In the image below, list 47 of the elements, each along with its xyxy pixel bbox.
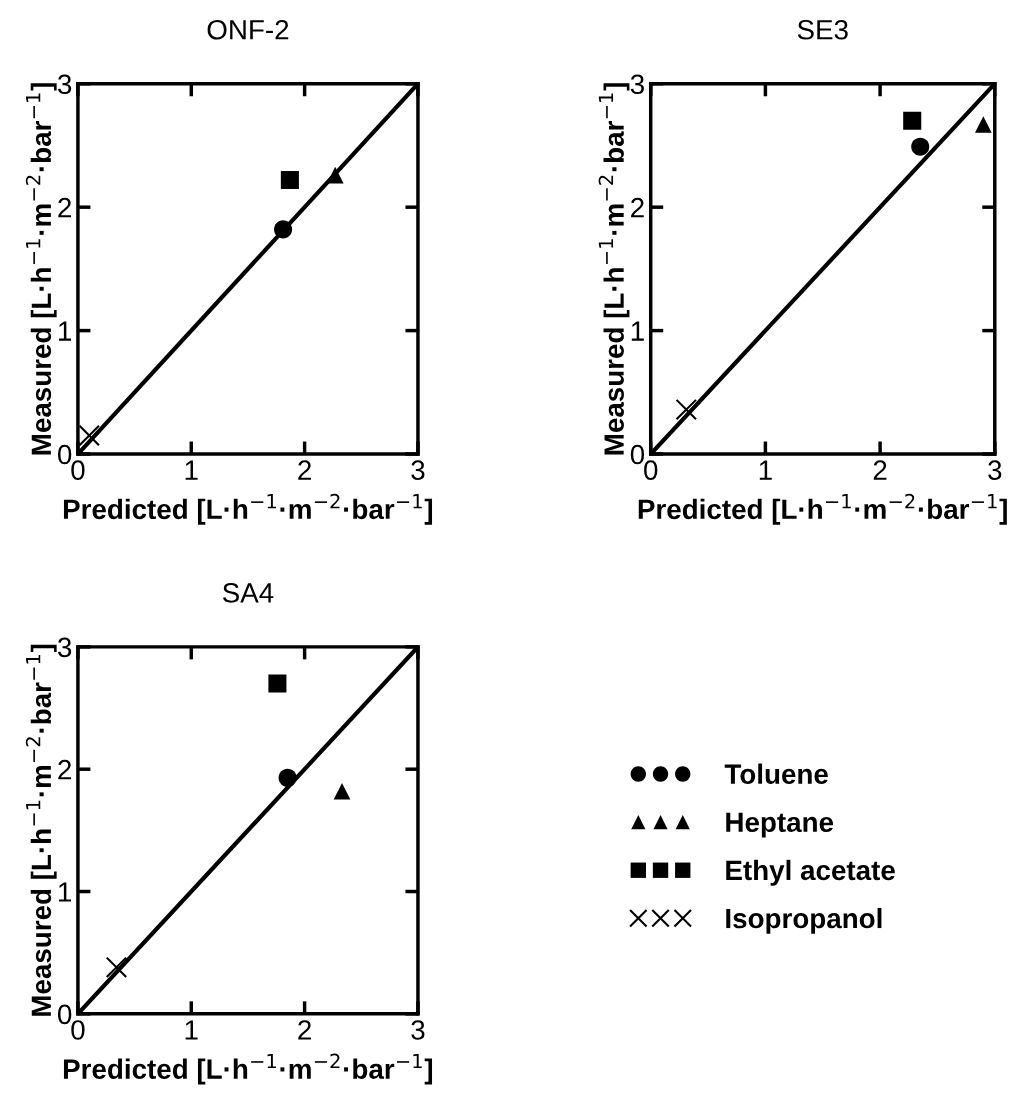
point (974, 116, 992, 133)
y-tick-label: 1 (631, 321, 644, 341)
point (78, 424, 101, 447)
y-tick-label: 3 (57, 637, 72, 658)
x-axis-title: Predicted [L·h$^{−1}$·m$^{−2}$·bar$^{−1}$] (63, 1053, 433, 1085)
point (105, 956, 128, 979)
x-tick-label: 1 (185, 460, 198, 480)
y-tick-label: 2 (631, 197, 644, 218)
legend-label: Toluene (724, 763, 828, 784)
point (911, 137, 930, 156)
chart-title: SE3 (797, 19, 848, 40)
x-tick-label: 3 (411, 1020, 425, 1040)
y-tick-label: 1 (59, 882, 72, 902)
x-tick-label: 1 (759, 460, 772, 480)
point (280, 170, 299, 190)
y-tick-label: 0 (630, 444, 645, 465)
x-tick-label: 3 (988, 460, 1002, 480)
point (268, 674, 287, 693)
y-tick-label: 3 (630, 74, 644, 95)
legend-label: Ethyl acetate (726, 859, 895, 886)
y-tick-label: 0 (58, 1004, 72, 1025)
y-tick-label: 0 (58, 444, 72, 465)
x-tick-label: 2 (298, 460, 311, 480)
point (903, 111, 922, 130)
point (278, 768, 297, 787)
x-tick-label: 1 (185, 1020, 198, 1040)
point (333, 782, 351, 800)
point (274, 220, 293, 239)
point (326, 166, 344, 184)
legend-label: Heptane (726, 812, 834, 838)
y-axis-title: Measured [L·h$^{−1}$·m$^{−2}$·bar$^{−1}$] (25, 644, 57, 1016)
y-axis-title: Measured [L·h$^{−1}$·m$^{−2}$·bar$^{−1}$] (598, 83, 630, 455)
x-tick-label: 0 (644, 460, 658, 480)
x-tick-label: 3 (411, 460, 425, 480)
y-axis-title: Measured [L·h$^{−1}$·m$^{−2}$·bar$^{−1}$] (25, 83, 57, 455)
y-tick-label: 2 (58, 197, 71, 218)
chart-title: SA4 (222, 583, 274, 603)
legend-label: Isopropanol (726, 907, 882, 934)
x-tick-label: 2 (873, 460, 887, 480)
x-axis-title: Predicted [L·h$^{−1}$·m$^{−2}$·bar$^{−1}$] (638, 493, 1007, 525)
x-axis-title: Predicted [L·h$^{−1}$·m$^{−2}$·bar$^{−1}$] (63, 493, 433, 525)
y-tick-label: 1 (59, 321, 72, 341)
y-tick-label: 3 (57, 74, 72, 95)
chart-title: ONF-2 (207, 19, 289, 40)
x-tick-label: 2 (298, 1020, 311, 1040)
y-tick-label: 2 (58, 759, 71, 780)
point (675, 398, 698, 421)
